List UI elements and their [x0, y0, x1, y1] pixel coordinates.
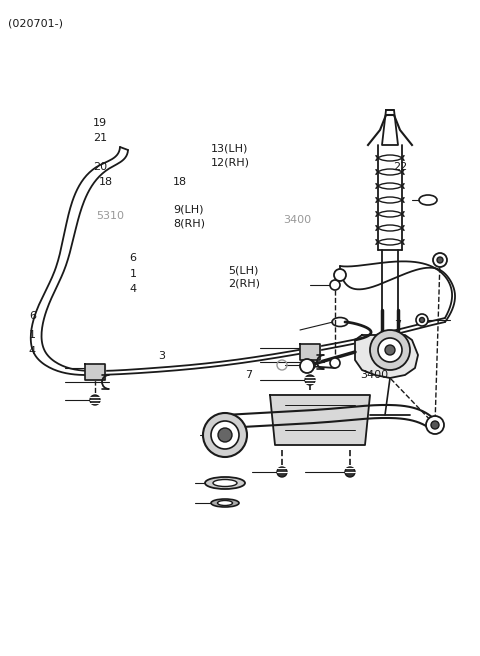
Polygon shape [355, 335, 418, 378]
Circle shape [426, 416, 444, 434]
Circle shape [203, 413, 247, 457]
Circle shape [416, 314, 428, 326]
Text: 3400: 3400 [283, 215, 312, 226]
Ellipse shape [213, 480, 237, 487]
Circle shape [305, 360, 315, 370]
Text: 5310: 5310 [96, 211, 124, 222]
Text: 18: 18 [98, 177, 112, 188]
Circle shape [277, 467, 287, 477]
Text: 1: 1 [29, 329, 36, 340]
Text: 9(LH): 9(LH) [173, 205, 204, 215]
Ellipse shape [205, 477, 245, 489]
Text: 21: 21 [93, 133, 107, 143]
Text: 18: 18 [173, 177, 187, 188]
Text: 13(LH): 13(LH) [211, 144, 249, 154]
Circle shape [218, 428, 232, 442]
Text: 6: 6 [29, 311, 36, 321]
Text: 7: 7 [245, 370, 252, 380]
Text: 22: 22 [394, 162, 408, 173]
Text: 6: 6 [130, 253, 137, 263]
Polygon shape [85, 364, 105, 380]
Text: (020701-): (020701-) [8, 18, 63, 28]
Ellipse shape [211, 499, 239, 507]
Circle shape [305, 375, 315, 385]
Circle shape [334, 269, 346, 281]
Text: 5(LH): 5(LH) [228, 265, 258, 276]
Polygon shape [300, 344, 320, 360]
Circle shape [433, 253, 447, 267]
Circle shape [345, 467, 355, 477]
Ellipse shape [217, 501, 232, 506]
Text: 4: 4 [29, 346, 36, 356]
Text: 4: 4 [130, 283, 137, 294]
Circle shape [90, 395, 100, 405]
Circle shape [300, 359, 314, 373]
Polygon shape [270, 395, 370, 445]
Text: 1: 1 [130, 268, 137, 279]
Circle shape [330, 280, 340, 290]
Text: 8(RH): 8(RH) [173, 218, 205, 228]
Circle shape [378, 338, 402, 362]
Text: 12(RH): 12(RH) [211, 157, 250, 167]
Circle shape [437, 257, 443, 263]
Circle shape [330, 358, 340, 368]
Polygon shape [382, 110, 398, 145]
Text: 7: 7 [394, 320, 401, 331]
Text: 3: 3 [158, 350, 166, 361]
Text: 19: 19 [93, 118, 107, 129]
Circle shape [420, 318, 424, 323]
Circle shape [431, 421, 439, 429]
Text: 20: 20 [93, 162, 107, 173]
Circle shape [385, 345, 395, 355]
Circle shape [370, 330, 410, 370]
Text: 3400: 3400 [360, 370, 388, 380]
Text: 2(RH): 2(RH) [228, 278, 260, 289]
Circle shape [211, 421, 239, 449]
